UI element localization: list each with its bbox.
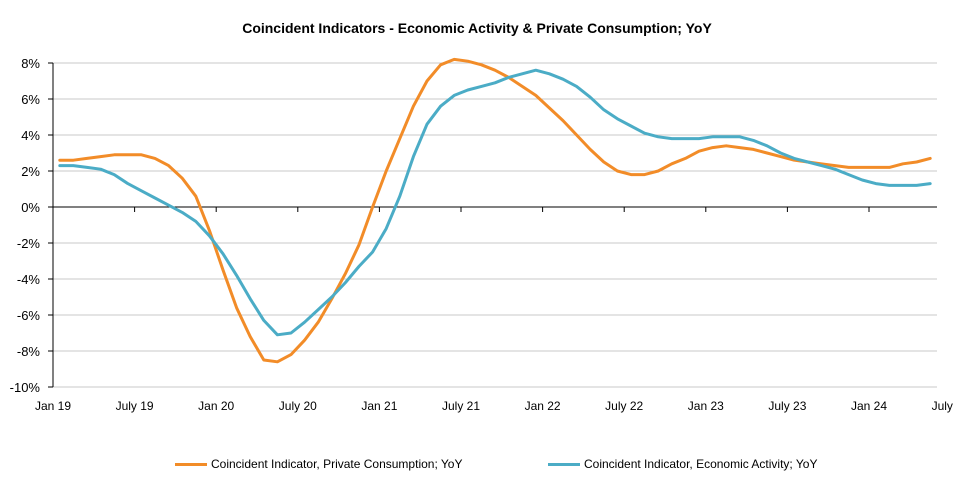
y-tick-label: 2% bbox=[21, 164, 40, 179]
x-tick-label: July 23 bbox=[768, 399, 806, 413]
x-tick-label: Jan 22 bbox=[525, 399, 561, 413]
line-chart: 8% 6% 4% 2% 0% -2% -4% -6% -8% -10% Jan 19 July 19… bbox=[10, 56, 954, 413]
y-tick-label: 4% bbox=[21, 128, 40, 143]
gridlines bbox=[53, 62, 937, 388]
y-tick-label: -6% bbox=[17, 308, 41, 323]
x-tick-label: Jan 21 bbox=[361, 399, 397, 413]
legend-label-economic-activity: Coincident Indicator, Economic Activity;… bbox=[584, 457, 818, 471]
y-axis-tick-labels: 8% 6% 4% 2% 0% -2% -4% -6% -8% -10% bbox=[10, 56, 41, 395]
x-tick-label: July 22 bbox=[605, 399, 643, 413]
legend-item-economic-activity: Coincident Indicator, Economic Activity;… bbox=[548, 457, 817, 471]
x-tick-label: July 21 bbox=[442, 399, 480, 413]
y-tick-label: 0% bbox=[21, 200, 40, 215]
legend-item-private-consumption: Coincident Indicator, Private Consumptio… bbox=[175, 457, 462, 471]
axes bbox=[48, 62, 937, 388]
x-tick-label: July 20 bbox=[279, 399, 317, 413]
chart-title: Coincident Indicators - Economic Activit… bbox=[242, 20, 712, 36]
x-tick-label: Jan 24 bbox=[851, 399, 887, 413]
legend-swatch-private-consumption bbox=[175, 462, 207, 466]
y-tick-label: -2% bbox=[17, 236, 41, 251]
x-tick-label: Jan 19 bbox=[35, 399, 71, 413]
legend-swatch-economic-activity bbox=[548, 462, 580, 466]
y-tick-label: -8% bbox=[17, 344, 41, 359]
x-tick-label: Jan 23 bbox=[688, 399, 724, 413]
y-tick-label: 8% bbox=[21, 56, 40, 71]
y-tick-label: -4% bbox=[17, 272, 41, 287]
y-tick-label: 6% bbox=[21, 92, 40, 107]
x-tick-label: July 24 bbox=[932, 399, 954, 413]
series-line-economic-activity bbox=[58, 68, 932, 337]
series-line-private-consumption bbox=[58, 57, 932, 364]
series-lines bbox=[58, 57, 932, 364]
x-axis-tick-labels: Jan 19 July 19 Jan 20 July 20 Jan 21 July 21 J… bbox=[35, 399, 954, 413]
y-tick-label: -10% bbox=[10, 380, 41, 395]
x-tick-label: Jan 20 bbox=[198, 399, 234, 413]
x-tick-label: July 19 bbox=[116, 399, 154, 413]
legend-label-private-consumption: Coincident Indicator, Private Consumptio… bbox=[211, 457, 463, 471]
